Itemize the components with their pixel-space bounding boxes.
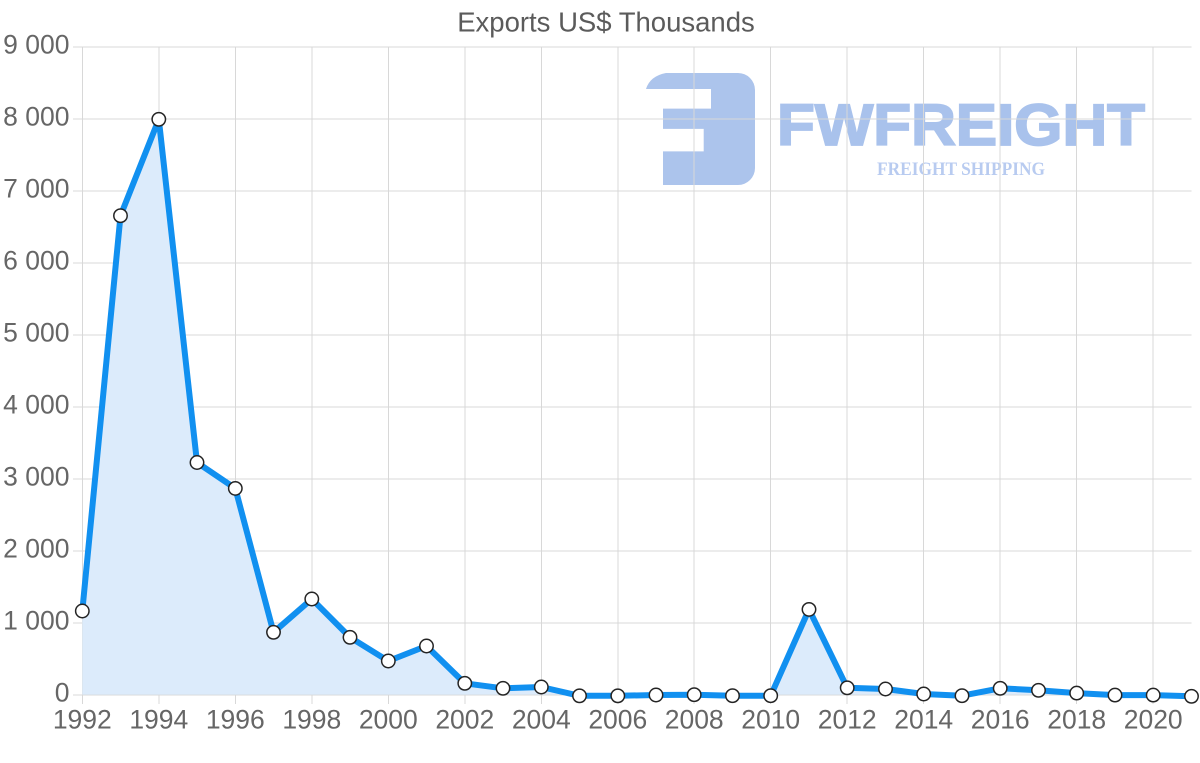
svg-text:Exports US$ Thousands: Exports US$ Thousands <box>457 7 755 38</box>
svg-text:2016: 2016 <box>971 705 1030 735</box>
svg-text:2 000: 2 000 <box>3 534 69 564</box>
svg-text:1 000: 1 000 <box>3 606 69 636</box>
svg-text:FWFREIGHT: FWFREIGHT <box>777 93 1145 158</box>
svg-text:6 000: 6 000 <box>3 246 69 276</box>
svg-text:0: 0 <box>55 678 70 708</box>
svg-text:3 000: 3 000 <box>3 462 69 492</box>
svg-text:1994: 1994 <box>129 705 188 735</box>
svg-text:2014: 2014 <box>894 705 953 735</box>
svg-text:1992: 1992 <box>53 705 112 735</box>
svg-text:5 000: 5 000 <box>3 318 69 348</box>
svg-text:2020: 2020 <box>1124 705 1183 735</box>
svg-text:4 000: 4 000 <box>3 390 69 420</box>
svg-text:2008: 2008 <box>665 705 724 735</box>
svg-text:FREIGHT SHIPPING: FREIGHT SHIPPING <box>877 159 1045 180</box>
svg-text:2018: 2018 <box>1047 705 1106 735</box>
svg-text:1998: 1998 <box>282 705 341 735</box>
svg-text:9 000: 9 000 <box>3 30 69 60</box>
svg-text:2006: 2006 <box>588 705 647 735</box>
svg-text:2002: 2002 <box>435 705 494 735</box>
svg-text:2000: 2000 <box>359 705 418 735</box>
svg-text:7 000: 7 000 <box>3 174 69 204</box>
svg-text:8 000: 8 000 <box>3 102 69 132</box>
svg-text:2010: 2010 <box>741 705 800 735</box>
svg-text:2012: 2012 <box>818 705 877 735</box>
svg-text:2004: 2004 <box>512 705 571 735</box>
svg-text:1996: 1996 <box>206 705 265 735</box>
